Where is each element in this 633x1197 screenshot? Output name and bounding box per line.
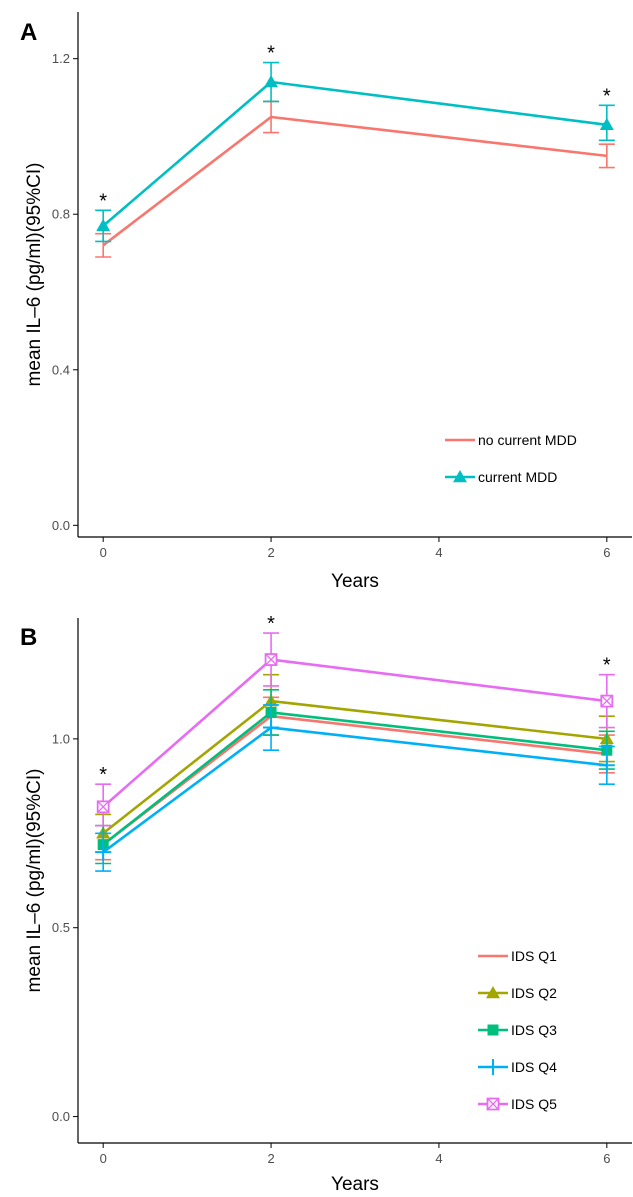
x-tick-label: 2 (267, 1151, 274, 1166)
y-tick-label: 1.2 (52, 51, 70, 66)
series-ids-q2 (95, 673, 615, 853)
y-tick-label: 0.0 (52, 518, 70, 533)
data-point (599, 117, 614, 131)
data-point (264, 653, 278, 666)
legend-label: no current MDD (478, 432, 577, 448)
chart-panel-b: B 0.0 0.5 1.0 0 2 4 6 Years mean IL–6 (pg/ml)(95%… (20, 613, 632, 1195)
x-tick-label: 4 (435, 1151, 442, 1166)
chart-panel-a: A 0.0 0.4 0.8 1.2 0 2 4 6 Years mean IL–6 (pg/ml)(… (20, 12, 632, 592)
x-tick-label: 2 (267, 545, 274, 560)
data-point (600, 694, 614, 708)
data-point (263, 719, 280, 736)
x-axis-title: Years (331, 1174, 379, 1195)
legend-marker (486, 986, 500, 999)
legend-item: no current MDD (445, 432, 577, 448)
y-axis-title: mean IL–6 (pg/ml)(95%CI) (24, 163, 45, 387)
x-axis-title: Years (331, 571, 379, 592)
series-ids-q5 (95, 632, 615, 827)
significance-marker: * (99, 764, 107, 786)
significance-marker: * (603, 655, 611, 677)
data-point (598, 757, 615, 774)
significance-marker: * (267, 43, 275, 65)
legend-label: IDS Q4 (511, 1059, 557, 1075)
legend-item: current MDD (445, 469, 557, 485)
legend-item: IDS Q3 (478, 1022, 557, 1038)
significance-marker: * (603, 85, 611, 107)
legend-label: IDS Q1 (511, 948, 557, 964)
data-point (264, 75, 279, 88)
significance-marker: * (99, 190, 107, 212)
y-tick-label: 0.8 (52, 207, 70, 222)
y-tick-label: 0.4 (52, 362, 70, 377)
series-no-current-mdd (95, 100, 615, 258)
y-tick-label: 0.5 (52, 920, 70, 935)
data-point (96, 800, 110, 814)
legend-item: IDS Q2 (478, 985, 557, 1001)
legend-marker (487, 1024, 499, 1036)
x-tick-label: 4 (435, 545, 442, 560)
legend-marker (486, 1097, 500, 1111)
significance-marker: * (267, 613, 275, 635)
legend-marker (485, 1059, 501, 1075)
y-tick-label: 1.0 (52, 731, 70, 746)
data-point (96, 218, 111, 232)
x-tick-label: 6 (603, 1151, 610, 1166)
legend-marker (453, 470, 467, 483)
panel-label: B (20, 624, 37, 651)
y-axis-title: mean IL–6 (pg/ml)(95%CI) (24, 769, 45, 993)
x-tick-label: 0 (100, 1151, 107, 1166)
series-line (102, 80, 607, 227)
series-ids-q4 (95, 704, 615, 872)
data-point (95, 844, 112, 861)
series-current-mdd (95, 61, 615, 243)
y-tick-label: 0.0 (52, 1109, 70, 1124)
legend-label: IDS Q3 (511, 1022, 557, 1038)
panel-label: A (20, 19, 37, 46)
legend-label: current MDD (478, 469, 557, 485)
x-tick-label: 0 (100, 545, 107, 560)
legend-item: IDS Q5 (478, 1096, 557, 1112)
series-line (102, 115, 607, 247)
series-line (102, 711, 607, 846)
legend-label: IDS Q5 (511, 1096, 557, 1112)
legend-item: IDS Q1 (478, 948, 557, 964)
legend-label: IDS Q2 (511, 985, 557, 1001)
series-line (102, 714, 607, 846)
x-tick-label: 6 (603, 545, 610, 560)
legend-item: IDS Q4 (478, 1059, 557, 1075)
